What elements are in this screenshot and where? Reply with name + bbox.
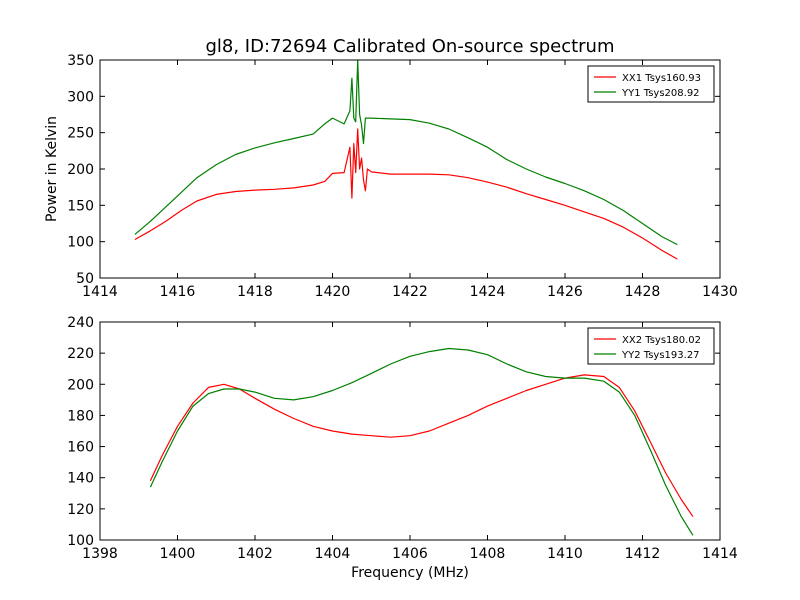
x-tick-label: 1422 xyxy=(392,284,428,300)
chart-2: 1398 1400 1402 1404 1406 1408 1410 1412 1414 100 1… xyxy=(67,315,738,581)
x-tick-label: 1428 xyxy=(625,284,661,300)
y-tick-label: 140 xyxy=(67,471,94,487)
x-tick-label: 1398 xyxy=(82,546,118,562)
y-tick-label: 160 xyxy=(67,440,94,456)
series-line-yy xyxy=(134,60,678,246)
y-tick-label: 150 xyxy=(67,198,94,214)
series-line-xx xyxy=(149,374,694,517)
y-tick-label: 250 xyxy=(67,126,94,142)
x-tick-label: 1412 xyxy=(625,546,661,562)
x-tick-label: 1424 xyxy=(470,284,506,300)
y-tick-label: 200 xyxy=(67,377,94,393)
x-tick-label: 1408 xyxy=(470,546,506,562)
x-tick-label: 1418 xyxy=(237,284,273,300)
x-tick-label: 1426 xyxy=(547,284,583,300)
x-tick-label: 1404 xyxy=(315,546,351,562)
legend-box xyxy=(587,327,715,365)
x-axis-label: Frequency (MHz) xyxy=(351,565,469,581)
y-tick-label: 180 xyxy=(67,408,94,424)
x-tick-label: 1420 xyxy=(315,284,351,300)
x-tick-label: 1402 xyxy=(237,546,273,562)
series-line-xx xyxy=(134,128,678,260)
legend-label: YY2 Tsys193.27 xyxy=(621,350,700,361)
y-tick-label: 100 xyxy=(67,235,94,251)
x-tick-label: 1430 xyxy=(702,284,738,300)
legend-label: XX2 Tsys180.02 xyxy=(622,335,701,346)
y-axis-label: Power in Kelvin xyxy=(44,116,60,222)
x-tick-label: 1406 xyxy=(392,546,428,562)
x-tick-label: 1400 xyxy=(160,546,196,562)
x-tick-label: 1414 xyxy=(82,284,118,300)
y-tick-label: 200 xyxy=(67,162,94,178)
chart-1: gl8, ID:72694 Calibrated On-source spect… xyxy=(44,36,738,300)
legend-label: YY1 Tsys208.92 xyxy=(621,88,700,99)
y-tick-label: 350 xyxy=(67,53,94,69)
y-tick-label: 220 xyxy=(67,346,94,362)
y-tick-label: 100 xyxy=(67,533,94,549)
legend: XX1 Tsys160.93 YY1 Tsys208.92 xyxy=(587,65,715,103)
y-tick-label: 120 xyxy=(67,502,94,518)
series-line-yy xyxy=(149,347,694,536)
chart-title: gl8, ID:72694 Calibrated On-source spect… xyxy=(205,36,614,57)
x-tick-label: 1416 xyxy=(160,284,196,300)
y-tick-label: 300 xyxy=(67,89,94,105)
y-tick-label: 240 xyxy=(67,315,94,331)
legend: XX2 Tsys180.02 YY2 Tsys193.27 xyxy=(587,327,715,365)
legend-label: XX1 Tsys160.93 xyxy=(622,73,701,84)
legend-box xyxy=(587,65,715,103)
y-tick-label: 50 xyxy=(76,271,94,287)
x-tick-label: 1410 xyxy=(547,546,583,562)
x-tick-label: 1414 xyxy=(702,546,738,562)
